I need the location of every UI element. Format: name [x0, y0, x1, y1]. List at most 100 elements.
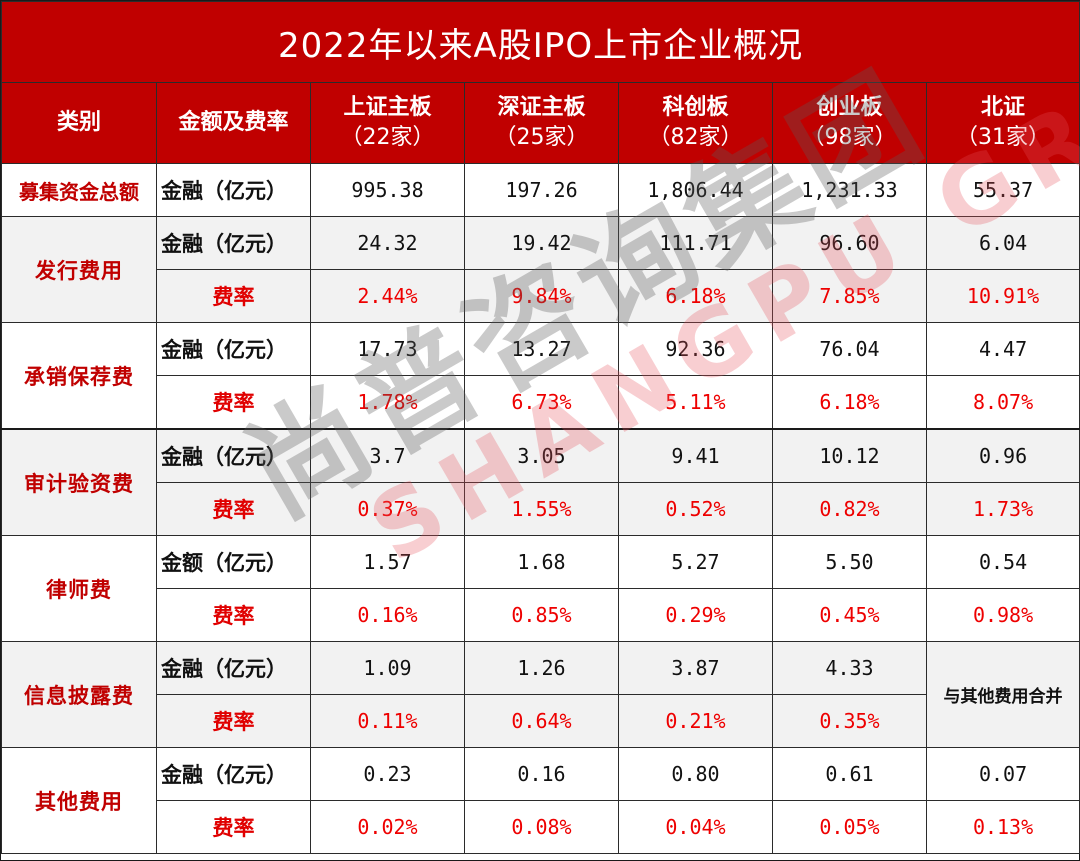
amount-value: 19.42: [464, 216, 619, 270]
rate-value: 0.64%: [464, 694, 619, 748]
rate-value: 0.02%: [310, 800, 465, 854]
table-row-underwriting-amount: 承销保荐费 金融（亿元） 17.73 13.27 92.36 76.04 4.4…: [1, 322, 1080, 430]
amount-label: 金融（亿元）: [156, 641, 311, 695]
amount-value: 1,806.44: [618, 163, 773, 217]
board-count: （22家）: [340, 125, 435, 150]
rate-label: 费率: [156, 482, 311, 536]
rate-value: 0.08%: [464, 800, 619, 854]
rate-label: 费率: [156, 269, 311, 323]
amount-label: 金融（亿元）: [156, 322, 311, 376]
header-metric: 金额及费率: [156, 82, 311, 164]
board-name: 深证主板: [497, 95, 586, 120]
table-row-disclosure-amount: 信息披露费 金融（亿元） 1.09 1.26 3.87 4.33 与其他费用合并: [1, 641, 1080, 748]
rate-value: 0.05%: [772, 800, 927, 854]
rate-value: 0.45%: [772, 588, 927, 642]
amount-value: 4.33: [772, 641, 927, 695]
merged-note: 与其他费用合并: [925, 641, 1080, 748]
amount-value: 1,231.33: [772, 163, 927, 217]
board-name: 科创板: [662, 95, 729, 120]
amount-label: 金额（亿元）: [156, 535, 311, 589]
table-row-other-amount: 其他费用 金融（亿元） 0.23 0.16 0.80 0.61 0.07: [1, 747, 1080, 854]
amount-value: 1.26: [464, 641, 619, 695]
amount-value: 10.12: [772, 428, 927, 483]
amount-value: 76.04: [772, 322, 927, 376]
rate-label: 费率: [156, 800, 311, 854]
amount-value: 0.96: [925, 428, 1080, 483]
rate-value: 0.16%: [310, 588, 465, 642]
board-count: （98家）: [802, 125, 897, 150]
rate-value: 6.73%: [464, 375, 619, 430]
rate-value: 9.84%: [464, 269, 619, 323]
header-category: 类别: [1, 82, 157, 164]
amount-label: 金融（亿元）: [156, 747, 311, 801]
amount-value: 3.7: [310, 428, 465, 483]
amount-value: 0.54: [925, 535, 1080, 589]
amount-value: 4.47: [925, 322, 1080, 376]
amount-value: 3.87: [618, 641, 773, 695]
amount-value: 1.09: [310, 641, 465, 695]
amount-label: 金融（亿元）: [156, 216, 311, 270]
rate-value: 6.18%: [772, 375, 927, 430]
rate-value: 0.52%: [618, 482, 773, 536]
rate-value: 0.37%: [310, 482, 465, 536]
rate-label: 费率: [156, 694, 311, 748]
rate-value: 0.11%: [310, 694, 465, 748]
header-board-shenzhen-main: 深证主板 （25家）: [464, 82, 619, 164]
amount-value: 6.04: [925, 216, 1080, 270]
amount-label: 金融（亿元）: [156, 163, 311, 217]
table-row-issuance-rate: 费率 2.44% 9.84% 6.18% 7.85% 10.91%: [2, 269, 1080, 323]
amount-value: 995.38: [310, 163, 465, 217]
rate-value: 1.55%: [464, 482, 619, 536]
rate-value: 0.04%: [618, 800, 773, 854]
category-other: 其他费用: [1, 747, 157, 854]
amount-value: 24.32: [310, 216, 465, 270]
rate-value: 0.35%: [772, 694, 927, 748]
table-row-legal-rate: 费率 0.16% 0.85% 0.29% 0.45% 0.98%: [2, 588, 1080, 642]
amount-value: 0.16: [464, 747, 619, 801]
rate-value: 0.85%: [464, 588, 619, 642]
rate-value: 2.44%: [310, 269, 465, 323]
rate-value: 10.91%: [925, 269, 1080, 323]
amount-value: 1.68: [464, 535, 619, 589]
amount-value: 5.27: [618, 535, 773, 589]
category-legal: 律师费: [1, 535, 157, 642]
board-name: 北证: [981, 95, 1026, 120]
table-title: 2022年以来A股IPO上市企业概况: [0, 1, 1080, 83]
header-board-beijing: 北证 （31家）: [925, 82, 1080, 164]
amount-value: 5.50: [772, 535, 927, 589]
amount-value: 96.60: [772, 216, 927, 270]
amount-value: 3.05: [464, 428, 619, 483]
amount-value: 92.36: [618, 322, 773, 376]
rate-label: 费率: [156, 375, 311, 430]
amount-value: 0.07: [925, 747, 1080, 801]
rate-value: 5.11%: [618, 375, 773, 430]
amount-value: 9.41: [618, 428, 773, 483]
category-disclosure: 信息披露费: [1, 641, 157, 748]
table-row-audit-amount: 审计验资费 金融（亿元） 3.7 3.05 9.41 10.12 0.96: [1, 428, 1080, 536]
header-board-star-market: 科创板 （82家）: [618, 82, 773, 164]
rate-value: 0.29%: [618, 588, 773, 642]
amount-value: 197.26: [464, 163, 619, 217]
category-underwriting: 承销保荐费: [1, 322, 157, 430]
header-board-shanghai-main: 上证主板 （22家）: [310, 82, 465, 164]
table-row-other-rate: 费率 0.02% 0.08% 0.04% 0.05% 0.13%: [2, 800, 1080, 854]
table-row-underwriting-rate: 费率 1.78% 6.73% 5.11% 6.18% 8.07%: [2, 375, 1080, 430]
category-total: 募集资金总额: [1, 163, 157, 217]
rate-label: 费率: [156, 588, 311, 642]
board-count: （82家）: [648, 125, 743, 150]
table-row-disclosure-rate: 费率 0.11% 0.64% 0.21% 0.35%: [2, 694, 1080, 748]
amount-label: 金融（亿元）: [156, 428, 311, 483]
rate-value: 6.18%: [618, 269, 773, 323]
rate-value: 0.98%: [925, 588, 1080, 642]
board-count: （25家）: [494, 125, 589, 150]
amount-value: 0.61: [772, 747, 927, 801]
amount-value: 0.80: [618, 747, 773, 801]
header-board-chinext: 创业板 （98家）: [772, 82, 927, 164]
rate-value: 1.78%: [310, 375, 465, 430]
amount-value: 17.73: [310, 322, 465, 376]
rate-value: 1.73%: [925, 482, 1080, 536]
board-name: 上证主板: [343, 95, 432, 120]
amount-value: 13.27: [464, 322, 619, 376]
amount-value: 0.23: [310, 747, 465, 801]
board-count: （31家）: [956, 125, 1051, 150]
